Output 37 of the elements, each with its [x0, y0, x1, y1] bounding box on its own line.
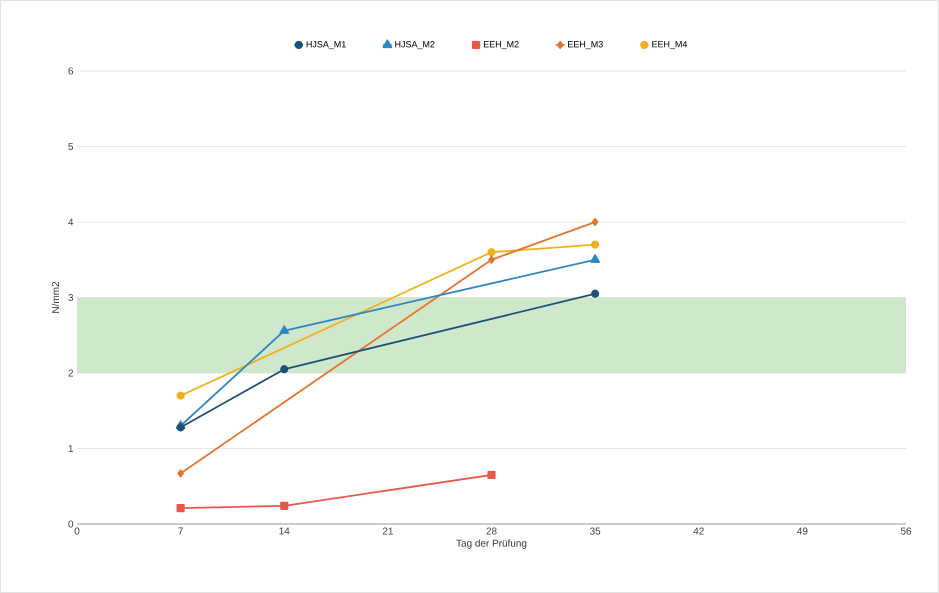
- point: [488, 256, 495, 264]
- y-tick-label: 2: [68, 370, 73, 376]
- point: [280, 365, 288, 374]
- y-tick-label: 5: [68, 143, 74, 150]
- x-tick-label: 42: [693, 528, 704, 534]
- legend-label: HJSA_M2: [395, 41, 434, 50]
- x-tick-label: 35: [590, 528, 600, 535]
- y-tick-label: 3: [68, 294, 74, 302]
- point: [280, 502, 288, 510]
- x-tick-label: 14: [279, 528, 290, 534]
- point: [591, 240, 600, 249]
- y-axis-title: N/mm2: [52, 282, 60, 313]
- point: [592, 218, 598, 226]
- legend-label: EEH_M4: [652, 41, 688, 50]
- x-tick-label: 0: [74, 528, 80, 535]
- legend-label: HJSA_M1: [306, 41, 346, 50]
- x-tick-label: 21: [382, 528, 393, 534]
- point: [176, 423, 185, 432]
- point: [176, 392, 185, 400]
- x-tick-label: 56: [900, 528, 912, 535]
- point: [177, 469, 184, 478]
- point: [176, 504, 185, 512]
- x-tick-label: 49: [797, 528, 808, 535]
- y-tick-label: 0: [68, 520, 74, 528]
- legend-label: EEH_M2: [484, 41, 519, 50]
- x-axis-title: Tag der Prüfung: [456, 539, 526, 549]
- point: [279, 325, 290, 334]
- point: [487, 470, 496, 480]
- y-tick-label: 1: [68, 445, 73, 452]
- point: [487, 248, 496, 256]
- x-tick-label: 28: [486, 528, 497, 535]
- point: [590, 254, 600, 263]
- point: [591, 290, 600, 298]
- y-tick-label: 4: [68, 218, 74, 226]
- x-tick-label: 7: [178, 528, 183, 534]
- legend-label: EEH_M3: [568, 41, 603, 50]
- y-tick-label: 6: [68, 67, 74, 75]
